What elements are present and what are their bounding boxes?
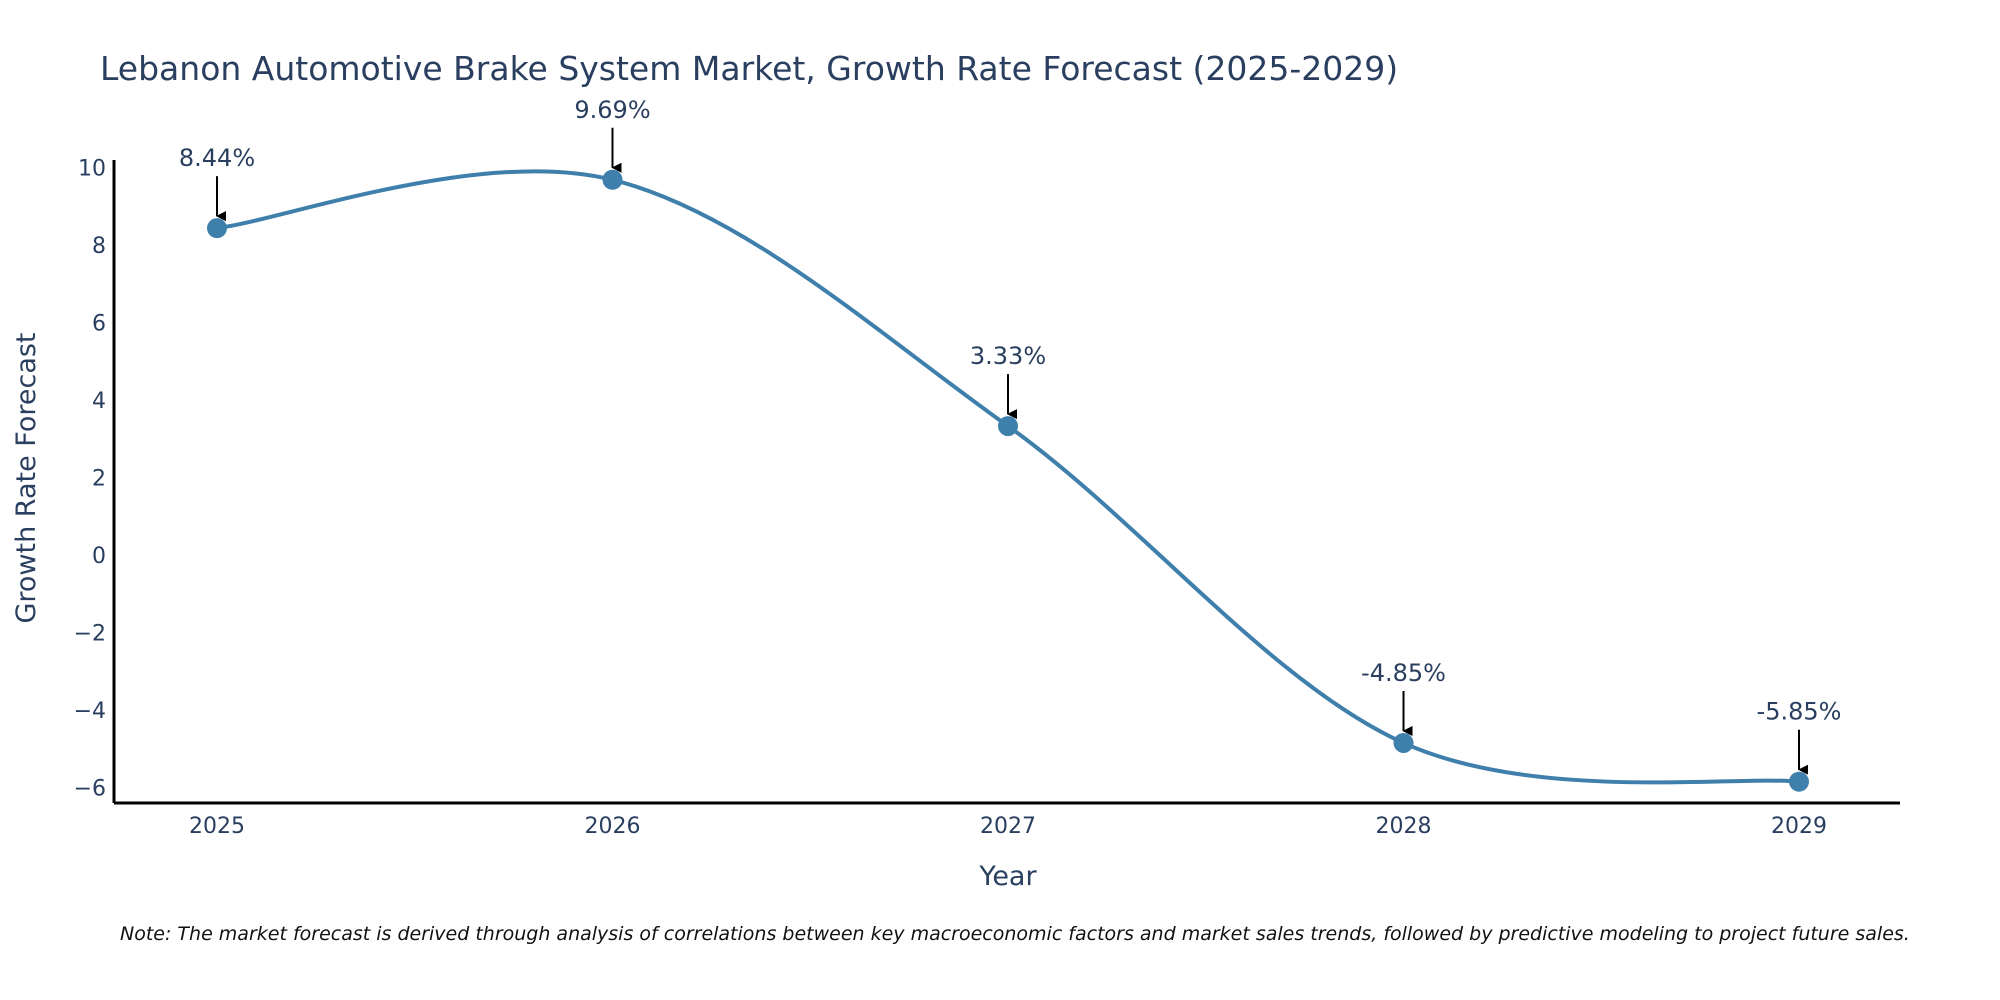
- y-tick-label: 10: [78, 157, 106, 182]
- data-point-2028: [1393, 732, 1414, 753]
- x-tick-label: 2026: [585, 814, 641, 839]
- x-tick-label: 2028: [1376, 814, 1432, 839]
- y-tick-label: 2: [92, 467, 106, 492]
- y-tick-label: −6: [74, 777, 106, 802]
- data-labels: 8.44% 9.69% 3.33% -4.85% -5.85%: [179, 96, 1842, 775]
- data-label-2027: 3.33%: [970, 342, 1046, 370]
- y-tick-label: 0: [92, 544, 106, 569]
- y-tick-label: 4: [92, 389, 106, 414]
- x-tick-label: 2029: [1771, 814, 1827, 839]
- series-line: [216, 169, 1800, 785]
- data-point-2029: [1789, 771, 1809, 792]
- data-point-2026: [602, 169, 623, 190]
- series-growth-rate: [207, 169, 1809, 792]
- data-point-2025: [207, 218, 227, 239]
- y-tick-label: −4: [74, 699, 106, 724]
- y-tick-label: −2: [74, 622, 106, 647]
- x-tick-label: 2025: [189, 814, 245, 839]
- y-tick-label: 8: [92, 234, 106, 259]
- data-label-2028: -4.85%: [1361, 659, 1446, 687]
- chart-title: Lebanon Automotive Brake System Market, …: [100, 49, 1398, 88]
- axes: 10 8 6 4 2 0 −2 −4 −6 2025 2026 2027 2028 2029: [74, 157, 1900, 839]
- y-axis-title: Growth Rate Forecast: [11, 332, 42, 623]
- y-tick-label: 6: [92, 312, 106, 337]
- data-label-2025: 8.44%: [179, 144, 255, 172]
- footnote: Note: The market forecast is derived thr…: [120, 923, 1910, 945]
- data-point-2027: [998, 416, 1018, 437]
- x-tick-label: 2027: [980, 814, 1036, 839]
- data-label-2029: -5.85%: [1757, 698, 1842, 726]
- x-axis-title: Year: [978, 861, 1037, 892]
- data-label-2026: 9.69%: [574, 96, 650, 124]
